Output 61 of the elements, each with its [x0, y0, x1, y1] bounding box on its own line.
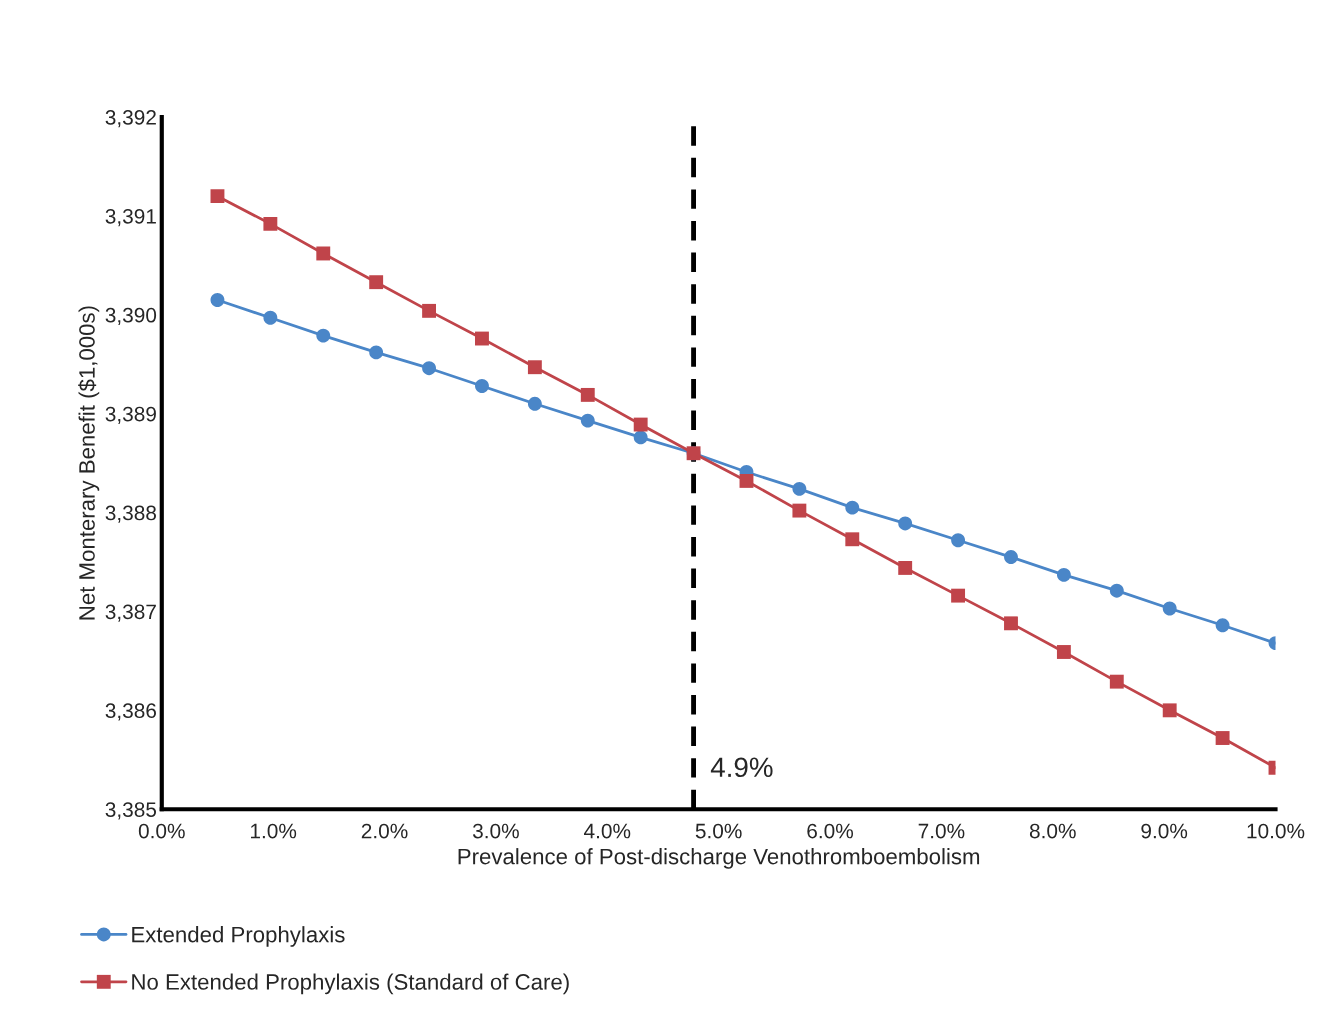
legend-label: Extended Prophylaxis [132, 926, 345, 947]
x-tick-label: 7.0% [918, 823, 965, 839]
point [422, 303, 437, 318]
y-tick-label: 3,387 [105, 604, 156, 622]
y-tick-label: 3,386 [105, 703, 157, 721]
point [1215, 731, 1230, 745]
point [475, 331, 489, 346]
point [316, 246, 331, 261]
point [1056, 645, 1071, 659]
y-tick-label: 3,389 [105, 406, 156, 424]
point [1109, 583, 1124, 598]
point [369, 275, 384, 290]
annotation: 4.9% [710, 757, 773, 778]
point [527, 360, 542, 375]
x-tick-label: 4.0% [584, 823, 631, 839]
point [633, 417, 648, 432]
point [845, 500, 860, 515]
x-tick-label: 1.0% [251, 823, 297, 839]
point [792, 503, 807, 518]
point [1162, 703, 1177, 718]
point [475, 379, 489, 393]
point [1056, 567, 1071, 582]
point [951, 588, 966, 603]
point [898, 516, 913, 531]
y-tick-label: 3,385 [105, 802, 157, 820]
x-tick-label: 3.0% [472, 823, 519, 839]
point [263, 216, 278, 231]
point [633, 430, 648, 445]
x-tick-label: 6.0% [807, 823, 854, 839]
y-tick-label: 3,392 [105, 110, 156, 128]
y-tick-label: 3,391 [105, 208, 156, 227]
point [1215, 618, 1230, 633]
point [898, 561, 913, 575]
point [369, 345, 384, 360]
x-tick-label: 5.0% [695, 823, 742, 839]
point [1004, 616, 1018, 631]
x-tick-label: 9.0% [1141, 823, 1188, 839]
x-tick-label: 8.0% [1029, 823, 1076, 839]
point [739, 473, 754, 488]
point [422, 361, 437, 376]
y-tick-label: 3,390 [105, 307, 157, 326]
point [263, 310, 278, 325]
point [580, 387, 595, 402]
point [210, 293, 225, 307]
y-axis-title: Net Monterary Benefit ($1,000s) [78, 306, 100, 620]
x-tick-label: 2.0% [361, 823, 408, 839]
point [316, 328, 331, 343]
x-tick-label: 10.0% [1247, 823, 1305, 839]
point [210, 189, 225, 204]
point [1162, 601, 1177, 616]
x-tick-label: 0.0% [138, 823, 185, 839]
point [1109, 674, 1124, 689]
legend-label: No Extended Prophylaxis (Standard of Care) [132, 973, 569, 995]
point [580, 413, 595, 428]
point [845, 532, 860, 547]
point [792, 481, 807, 496]
x-axis-title: Prevalence of Post-discharge Venothromboembolism [458, 848, 980, 869]
point [1004, 550, 1018, 565]
y-tick-label: 3,388 [105, 505, 157, 523]
point [951, 533, 966, 548]
point [527, 396, 542, 411]
